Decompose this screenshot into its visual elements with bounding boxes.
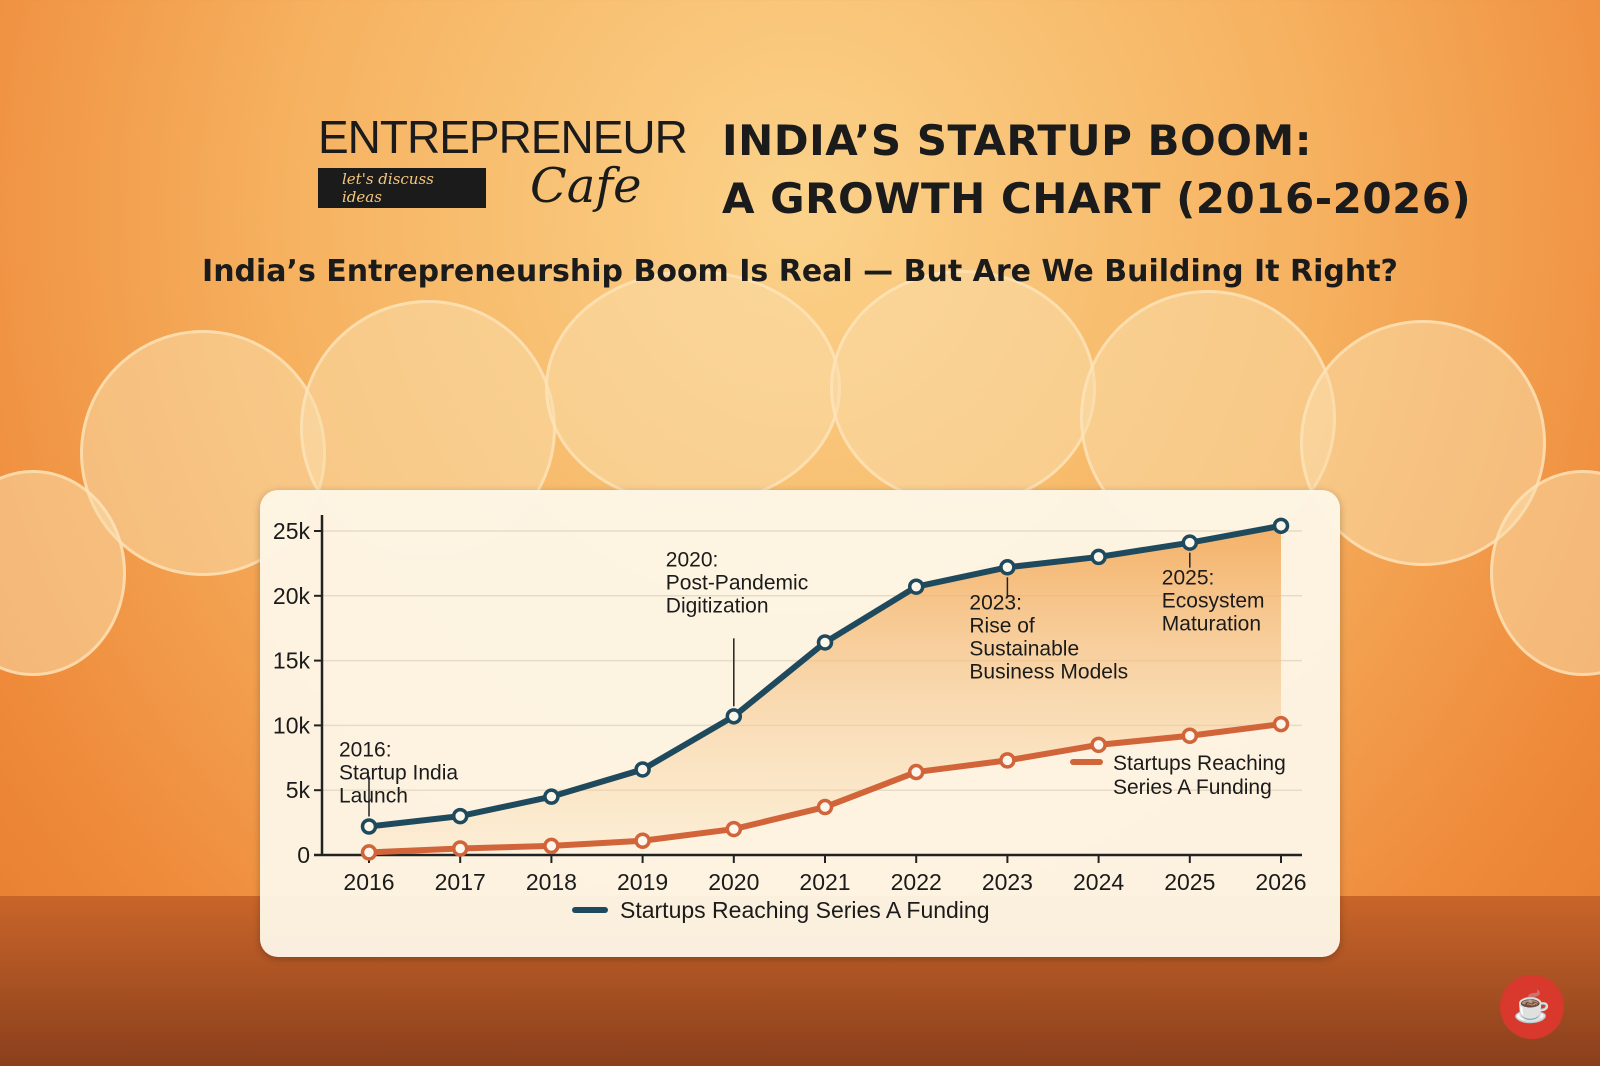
x-tick-label: 2022 bbox=[891, 869, 942, 895]
annotation-text: 2023: bbox=[969, 591, 1022, 614]
data-point bbox=[999, 752, 1016, 769]
y-tick-label: 10k bbox=[273, 712, 311, 738]
annotation-text: Ecosystem bbox=[1162, 590, 1265, 613]
annotation-text: Launch bbox=[339, 784, 408, 807]
data-point bbox=[360, 844, 378, 861]
y-tick-label: 5k bbox=[286, 777, 311, 803]
data-point bbox=[451, 807, 469, 825]
y-tick-label: 15k bbox=[273, 648, 311, 674]
data-point bbox=[725, 708, 743, 725]
x-tick-label: 2024 bbox=[1073, 869, 1124, 895]
logo-wordmark: ENTREPRENEUR bbox=[318, 111, 688, 163]
data-point bbox=[451, 840, 469, 857]
annotation-text: Digitization bbox=[666, 594, 769, 617]
x-tick-label: 2025 bbox=[1164, 869, 1215, 895]
legend-label-blue: Startups Reaching Series A Funding bbox=[620, 897, 990, 923]
data-point bbox=[816, 634, 834, 651]
entrepreneur-cafe-logo: ENTREPRENEUR let's discuss ideas Cafe bbox=[318, 110, 708, 220]
annotation-text: Startup India bbox=[339, 761, 458, 784]
x-tick-label: 2016 bbox=[343, 869, 394, 895]
legend-label-orange-line2: Series A Funding bbox=[1113, 776, 1272, 799]
annotation-text: 2016: bbox=[339, 738, 392, 761]
x-tick-label: 2021 bbox=[799, 869, 850, 895]
annotation-text: Business Models bbox=[969, 660, 1128, 683]
logo-tagline: let's discuss ideas bbox=[318, 168, 486, 208]
annotation-text: Maturation bbox=[1162, 613, 1261, 636]
data-point bbox=[543, 837, 560, 855]
title-line-1: INDIA’S STARTUP BOOM: bbox=[722, 116, 1313, 165]
coffee-cup-icon: ☕ bbox=[1500, 975, 1564, 1039]
title-line-2: A GROWTH CHART (2016-2026) bbox=[722, 174, 1472, 223]
data-point bbox=[1181, 534, 1199, 551]
y-tick-label: 25k bbox=[273, 518, 311, 544]
x-tick-label: 2017 bbox=[435, 869, 486, 895]
x-tick-label: 2020 bbox=[708, 869, 759, 895]
x-tick-label: 2018 bbox=[526, 869, 577, 895]
data-point bbox=[907, 763, 925, 781]
annotation-text: 2025: bbox=[1162, 567, 1215, 590]
line-chart: 0 5k 10k 15k 20k 25k 2016 2017 2018 2019 2020 2021 2… bbox=[273, 515, 1307, 923]
data-point bbox=[1090, 548, 1107, 566]
data-point bbox=[725, 820, 743, 838]
annotation-text: 2020: bbox=[666, 548, 719, 571]
data-point bbox=[816, 798, 834, 816]
x-tick-label: 2019 bbox=[617, 869, 668, 895]
data-point bbox=[634, 832, 651, 849]
x-tick-label: 2026 bbox=[1255, 869, 1306, 895]
data-point bbox=[907, 578, 925, 595]
chart-card: 0 5k 10k 15k 20k 25k 2016 2017 2018 2019 2020 2021 2… bbox=[260, 490, 1340, 957]
y-tick-label: 0 bbox=[297, 842, 310, 868]
subtitle: India’s Entrepreneurship Boom Is Real — … bbox=[202, 254, 1398, 289]
page-title: INDIA’S STARTUP BOOM: A GROWTH CHART (20… bbox=[722, 112, 1471, 228]
legend-label-orange-line1: Startups Reaching bbox=[1113, 752, 1286, 775]
data-point bbox=[543, 788, 560, 805]
y-tick-label: 20k bbox=[273, 583, 311, 609]
data-point bbox=[999, 559, 1016, 576]
annotation-text: Rise of bbox=[969, 614, 1035, 637]
data-point bbox=[1272, 517, 1290, 535]
data-point bbox=[1272, 715, 1290, 733]
data-point bbox=[634, 761, 651, 778]
annotation-text: Sustainable bbox=[969, 637, 1079, 660]
annotation-text: Post-Pandemic bbox=[666, 571, 808, 594]
data-point bbox=[1090, 736, 1107, 754]
data-point bbox=[360, 818, 378, 835]
logo-cafe-script: Cafe bbox=[530, 158, 642, 214]
series-area-fill bbox=[369, 525, 1281, 853]
data-point bbox=[1181, 727, 1199, 745]
x-tick-label: 2023 bbox=[982, 869, 1033, 895]
